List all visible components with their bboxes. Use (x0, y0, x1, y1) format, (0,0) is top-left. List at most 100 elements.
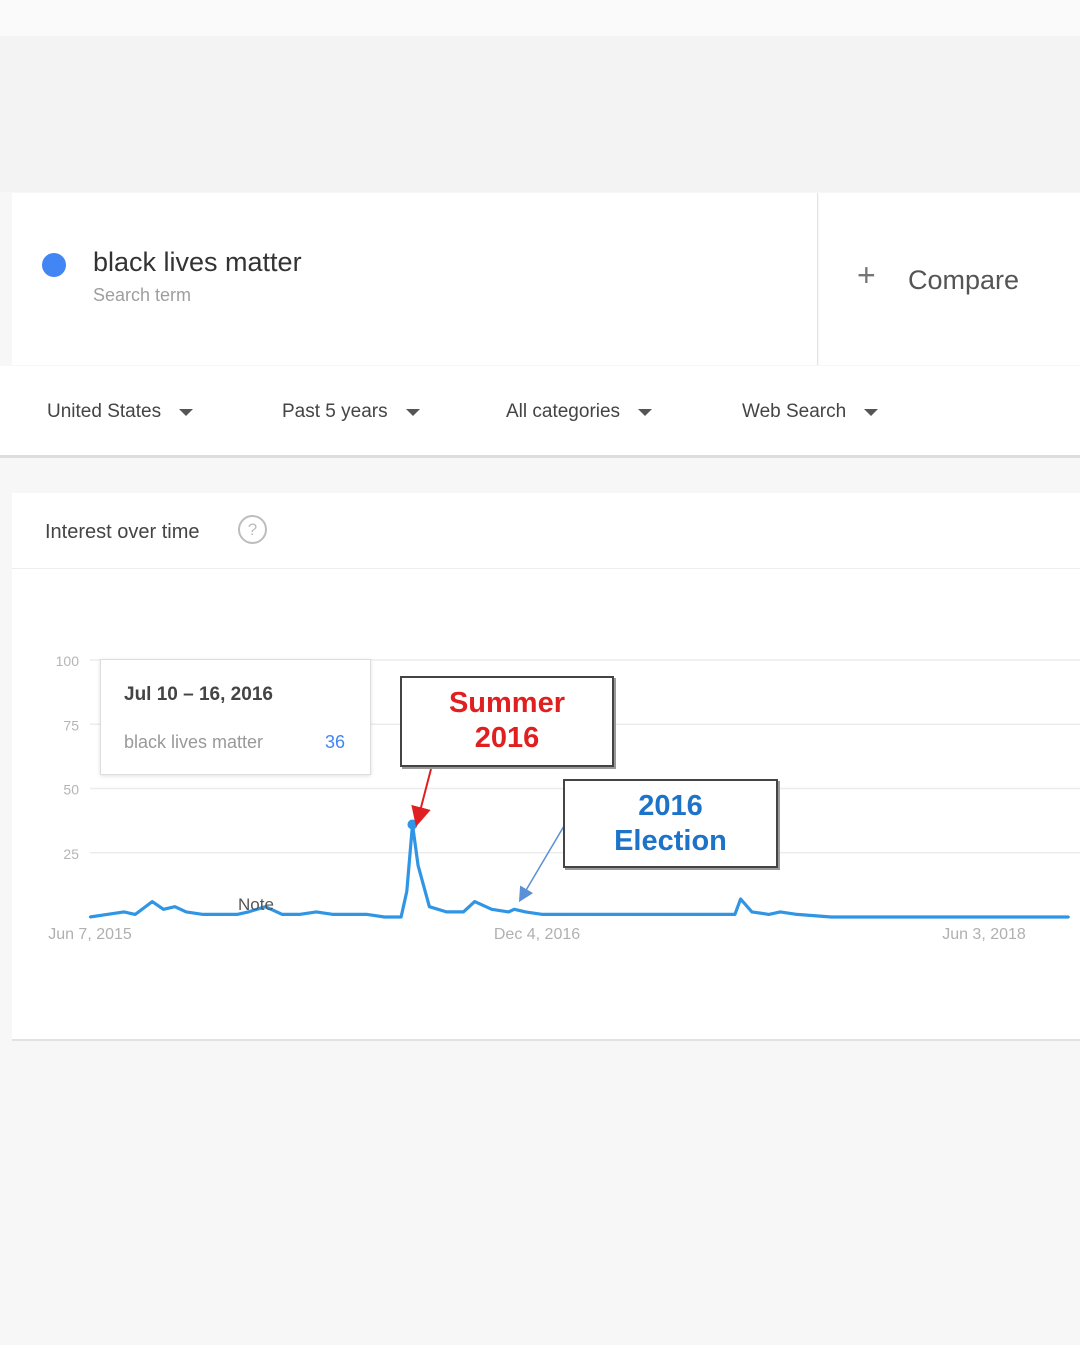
series-point (513, 908, 516, 911)
series-point (767, 913, 771, 916)
filter-time-dropdown[interactable]: Past 5 years (282, 401, 420, 423)
search-term-subtitle: Search term (93, 285, 192, 305)
series-point (201, 913, 205, 916)
compare-label: Compare (908, 265, 1020, 295)
dropdown-caret-icon (864, 408, 879, 416)
series-point (1067, 915, 1070, 919)
card-title: Interest over time (45, 521, 200, 543)
series-point (524, 910, 527, 914)
series-point (382, 915, 386, 919)
note-marker[interactable]: Note (238, 895, 274, 914)
chart-y-tick-labels: 100 75 50 25 (56, 653, 80, 862)
series-point (366, 913, 369, 916)
series-point (416, 864, 420, 867)
series-point (699, 913, 703, 916)
series-point (151, 900, 154, 903)
series-point (235, 913, 239, 916)
dropdown-caret-icon (405, 408, 420, 416)
series-point (931, 915, 935, 919)
y-tick-label: 75 (63, 717, 79, 733)
callout-arrows (411, 768, 565, 903)
x-tick-label: Jun 3, 2018 (942, 926, 1026, 943)
series-point (778, 910, 782, 914)
y-tick-label: 100 (56, 653, 80, 669)
series-point (733, 913, 737, 916)
series-point (315, 910, 318, 914)
series-point (739, 897, 742, 901)
series-point (105, 913, 109, 916)
callout-summer-line2: 2016 (474, 722, 540, 754)
series-point (218, 913, 222, 916)
series-point (399, 915, 403, 919)
series-point (965, 915, 969, 919)
series-point (665, 913, 669, 916)
filter-region-label: United States (47, 401, 162, 422)
series-point (184, 910, 188, 914)
series-point (999, 915, 1002, 919)
series-point (541, 913, 544, 916)
chart-series (88, 819, 1070, 919)
series-point (863, 915, 867, 919)
series-point (750, 910, 754, 914)
series-point (507, 910, 510, 914)
series-point (597, 913, 601, 916)
compare-button[interactable]: + Compare (819, 193, 1080, 365)
series-color-dot (42, 253, 66, 277)
series-point (281, 913, 284, 916)
series-point (405, 890, 408, 893)
plus-icon: + (857, 257, 876, 293)
series-point (631, 913, 635, 916)
filter-search-type-label: Web Search (742, 401, 847, 422)
interest-over-time-card: Interest over time ? 100 75 50 25 Jun 7, 20… (12, 493, 1080, 1041)
filter-region-dropdown[interactable]: United States (47, 401, 194, 423)
hovered-point[interactable] (407, 819, 418, 830)
series-point (298, 913, 301, 916)
series-point (88, 915, 92, 919)
search-term-card[interactable]: black lives matter Search term (12, 193, 818, 365)
dropdown-caret-icon (638, 408, 653, 416)
filter-category-label: All categories (506, 401, 621, 422)
tooltip-date: Jul 10 – 16, 2016 (124, 684, 273, 705)
filter-bar: United States Past 5 years All categorie… (0, 366, 1080, 458)
series-point (349, 913, 352, 916)
header-band (0, 36, 1080, 192)
y-tick-label: 25 (63, 846, 79, 862)
dropdown-caret-icon (179, 408, 194, 416)
chart-x-tick-labels: Jun 7, 2015 Dec 4, 2016 Jun 3, 2018 (48, 926, 1026, 943)
series-point (445, 910, 448, 914)
filter-search-type-dropdown[interactable]: Web Search (742, 401, 879, 423)
search-term-name[interactable]: black lives matter (93, 247, 302, 277)
chart-tooltip: Jul 10 – 16, 2016 black lives matter 36 (100, 659, 371, 775)
x-tick-label: Dec 4, 2016 (494, 926, 580, 943)
series-point (134, 913, 137, 916)
series-line (89, 822, 1069, 919)
series-point (162, 908, 165, 911)
callout-2016-election: 2016 Election (563, 779, 778, 868)
tooltip-value: 36 (325, 732, 346, 752)
series-point (897, 915, 901, 919)
y-tick-label: 50 (63, 782, 79, 798)
callout-summer-2016: Summer 2016 (400, 676, 614, 767)
series-point (247, 910, 250, 914)
callout-election-line2: Election (614, 825, 727, 857)
card-header: Interest over time ? (12, 493, 1080, 569)
election-arrow (518, 825, 565, 903)
series-point (829, 915, 833, 919)
series-point (564, 913, 567, 916)
tooltip-term: black lives matter (124, 732, 264, 752)
callout-summer-line1: Summer (448, 687, 566, 719)
series-point (462, 910, 465, 914)
series-point (264, 905, 267, 908)
series-point (1033, 915, 1036, 919)
series-point (173, 905, 177, 908)
help-icon[interactable]: ? (238, 515, 267, 544)
top-band (0, 0, 1080, 36)
series-point (795, 913, 799, 916)
filter-time-label: Past 5 years (282, 401, 388, 422)
series-point (122, 910, 126, 914)
series-point (473, 900, 476, 903)
filter-category-dropdown[interactable]: All categories (506, 401, 653, 423)
series-point (332, 913, 335, 916)
series-point (428, 905, 431, 908)
callout-election-line1: 2016 (638, 790, 703, 822)
